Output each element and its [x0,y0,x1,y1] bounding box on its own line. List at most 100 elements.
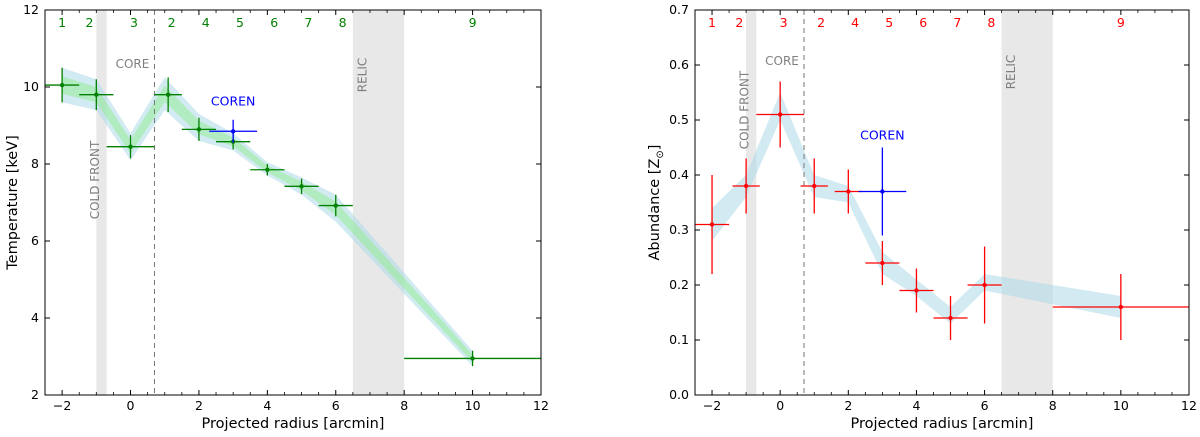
y-tick-label: 2 [31,387,39,402]
x-tick-label: 6 [332,398,340,413]
data-point [834,169,862,214]
y-tick-label: 0.4 [669,167,689,182]
x-tick-label: 10 [1113,398,1129,413]
data-point [1052,274,1189,340]
data-point-marker [59,82,65,88]
region-number-label: 5 [236,15,244,30]
region-number-label: 2 [168,15,176,30]
plot-frame [694,9,1190,396]
x-tick-label: 8 [400,398,408,413]
region-number-label: 4 [202,15,210,30]
data-point-marker [948,315,953,321]
core-label: CORE [116,57,150,71]
coren-data-point [858,147,907,236]
cold-front-label: COLD FRONT [88,140,102,219]
data-point-marker [333,203,338,208]
x-tick-label: 4 [912,398,920,413]
region-number-label: 5 [885,15,893,30]
data-point [933,296,968,340]
x-tick-label: 12 [533,398,549,413]
y-tick-label: 10 [23,79,39,94]
y-tick-label: 4 [31,310,39,325]
data-point [732,158,760,214]
region-number-label: 2 [735,15,743,30]
data-point [899,268,934,313]
data-point [404,350,541,367]
data-point [154,77,182,113]
data-point [106,135,155,159]
data-point [284,178,319,195]
data-point [181,117,217,141]
y-tick-label: 0.7 [669,2,689,17]
region-number-label: 1 [708,15,716,30]
region-number-label: 2 [817,15,825,30]
data-point-marker [982,282,987,288]
region-number-label: 7 [953,15,961,30]
shaded-region [746,10,757,395]
y-tick-label: 0.3 [669,222,689,237]
y-axis-label: Abundance [Z⊙] [647,145,666,261]
region-number-label: 2 [85,15,93,30]
data-point [318,194,353,217]
data-point-marker [470,356,475,361]
data-point [250,164,285,176]
region-number-label: 9 [469,15,477,30]
y-tick-label: 6 [31,233,39,248]
y-axis-label: Temperature [keV] [5,135,21,271]
shaded-region [96,10,107,395]
data-point [865,241,900,285]
x-tick-label: 0 [127,398,135,413]
x-tick-label: 0 [776,398,784,413]
x-tick-label: 12 [1181,398,1197,413]
y-tick-label: 0.1 [669,332,689,347]
data-point-marker [846,189,851,194]
data-point [695,175,730,274]
coren-data-point [209,119,258,143]
region-number-label: 1 [58,15,66,30]
cold-front-label: COLD FRONT [738,70,752,149]
data-point-marker [196,127,202,132]
x-tick-label: 4 [263,398,271,413]
region-number-label: 4 [851,15,859,30]
y-tick-label: 0.2 [669,277,689,292]
data-point [967,246,1002,324]
data-point-marker [299,184,304,189]
y-tick-label: 0.6 [669,57,689,72]
x-tick-label: −2 [703,398,721,413]
x-tick-label: 8 [1049,398,1057,413]
data-point-marker [1118,304,1124,310]
data-point-marker [812,183,817,189]
x-axis-label: Projected radius [arcmin] [851,416,1034,432]
confidence-band [712,92,1121,324]
y-axis-label-text: Temperature [keV] [5,135,21,271]
region-number-label: 3 [780,15,788,30]
data-point [45,67,80,103]
plot-area [695,10,1189,395]
confidence-band [62,67,473,367]
x-tick-label: 6 [981,398,989,413]
data-point [79,79,114,111]
data-point-marker [743,183,749,189]
inner-band [62,76,473,363]
y-tick-label: 0.0 [669,387,689,402]
region-number-label: 6 [919,15,927,30]
plot-frame [44,9,542,396]
y-tick-label: 12 [23,2,39,17]
coren-label: COREN [860,128,905,143]
relic-label: RELIC [355,58,369,93]
x-tick-label: 10 [465,398,481,413]
x-axis-label: Projected radius [arcmin] [202,416,385,432]
y-axis-label-text: Abundance [Z [647,159,663,261]
coren-label: COREN [211,94,256,109]
data-point-marker [265,167,270,172]
shaded-region [1001,10,1053,395]
data-point-marker [880,260,885,266]
plot-area [45,10,541,395]
x-tick-label: −2 [53,398,71,413]
region-number-label: 7 [304,15,312,30]
data-point-marker [128,144,133,149]
x-tick-label: 2 [195,398,203,413]
data-point-marker [165,92,171,97]
region-number-label: 3 [130,15,138,30]
